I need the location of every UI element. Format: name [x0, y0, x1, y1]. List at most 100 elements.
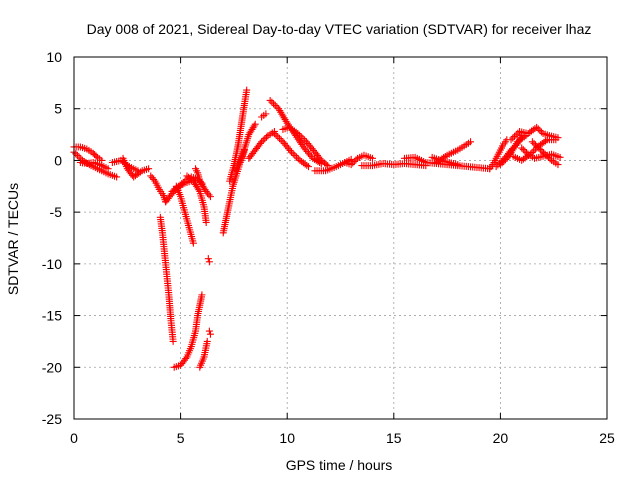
series-arc6: [147, 172, 170, 206]
data-point-fill: [498, 159, 506, 167]
data-point-fill: [293, 153, 301, 161]
data-point-fill: [277, 136, 285, 144]
data-point: [258, 138, 266, 146]
data-point-fill: [298, 140, 306, 148]
data-point-fill: [297, 133, 305, 141]
data-point-fill: [519, 146, 527, 154]
y-tick-label: 0: [54, 152, 62, 168]
axis-ticks: 0 5 10 15 20 25 -25 -20 -15 -10 -5 0 5 10: [42, 49, 615, 446]
data-point-fill: [352, 156, 360, 164]
data-point-fill: [537, 128, 545, 136]
data-point-fill: [297, 139, 305, 147]
data-point: [203, 337, 211, 345]
data-point: [251, 120, 259, 128]
data-point-fill: [150, 175, 158, 183]
data-point: [541, 150, 549, 158]
data-point: [287, 148, 295, 156]
data-point: [507, 136, 515, 144]
data-point-fill: [542, 137, 550, 145]
data-point-fill: [546, 155, 554, 163]
series-arc35: [518, 144, 564, 162]
data-point-fill: [294, 155, 302, 163]
data-point-fill: [533, 142, 541, 150]
data-point: [145, 165, 153, 173]
data-point: [522, 132, 530, 140]
series-arc26: [341, 151, 376, 169]
data-point: [554, 161, 562, 169]
data-point-fill: [271, 101, 279, 109]
data-point-fill: [182, 355, 190, 363]
x-tick-label: 25: [599, 430, 615, 446]
data-point-fill: [262, 133, 270, 141]
series-arc11: [183, 172, 210, 226]
x-tick-label: 20: [493, 430, 509, 446]
data-point-fill: [322, 160, 330, 168]
data-point-fill: [530, 139, 538, 147]
data-point: [113, 173, 121, 181]
x-tick-label: 15: [386, 430, 402, 446]
data-point-fill: [72, 150, 80, 158]
data-point: [205, 327, 213, 335]
series-arc30: [428, 153, 462, 169]
data-point: [243, 86, 251, 94]
series-arc3: [76, 158, 112, 173]
data-point: [198, 291, 206, 299]
data-point-fill: [289, 150, 297, 158]
data-point: [552, 136, 560, 144]
data-point: [205, 258, 213, 266]
data-point: [533, 123, 541, 131]
y-tick-label: -5: [50, 204, 63, 220]
data-point-fill: [286, 146, 294, 154]
data-point-fill: [532, 141, 540, 149]
data-point: [169, 337, 177, 345]
data-point-fill: [350, 157, 358, 165]
series-arc27: [358, 160, 430, 170]
series-arc18: [226, 86, 251, 185]
data-point-fill: [296, 131, 304, 139]
series-arc21: [258, 110, 270, 121]
data-point-fill: [534, 125, 542, 133]
data-point-fill: [291, 151, 299, 159]
data-point-fill: [303, 161, 311, 169]
series-arc10: [172, 182, 197, 247]
data-point-fill: [544, 153, 552, 161]
data-point-fill: [268, 98, 276, 106]
series-arc24: [270, 130, 313, 171]
data-point: [368, 154, 376, 162]
data-point-fill: [540, 149, 548, 157]
data-point: [266, 96, 274, 104]
y-tick-label: -25: [42, 411, 62, 427]
data-point: [528, 138, 536, 146]
series-arc37: [496, 132, 530, 169]
chart-title: Day 008 of 2021, Sidereal Day-to-day VTE…: [87, 21, 592, 37]
series-arc16: [204, 255, 213, 266]
series-arc7: [156, 213, 177, 345]
data-point-fill: [514, 129, 522, 137]
data-point-fill: [292, 128, 300, 136]
data-point-fill: [536, 146, 544, 154]
series-arc14: [196, 337, 211, 371]
data-point: [492, 163, 500, 171]
data-point-fill: [301, 136, 309, 144]
data-point-fill: [250, 122, 258, 130]
data-point: [206, 193, 214, 201]
data-point: [202, 218, 210, 226]
x-tick-label: 10: [279, 430, 295, 446]
data-point-fill: [270, 100, 278, 108]
data-point: [262, 110, 270, 118]
data-point-fill: [538, 147, 546, 155]
series-arc19: [232, 120, 259, 175]
data-point: [189, 239, 197, 247]
data-point-fill: [195, 186, 203, 194]
series-arc13: [170, 291, 206, 371]
data-point-fill: [75, 153, 83, 161]
y-tick-label: 5: [54, 101, 62, 117]
y-tick-label: -20: [42, 359, 62, 375]
data-point: [206, 330, 214, 338]
data-point-fill: [530, 147, 538, 155]
data-point: [347, 161, 355, 169]
series-arc15: [205, 327, 214, 338]
data-point-fill: [502, 156, 510, 164]
data-point-fill: [543, 152, 551, 160]
